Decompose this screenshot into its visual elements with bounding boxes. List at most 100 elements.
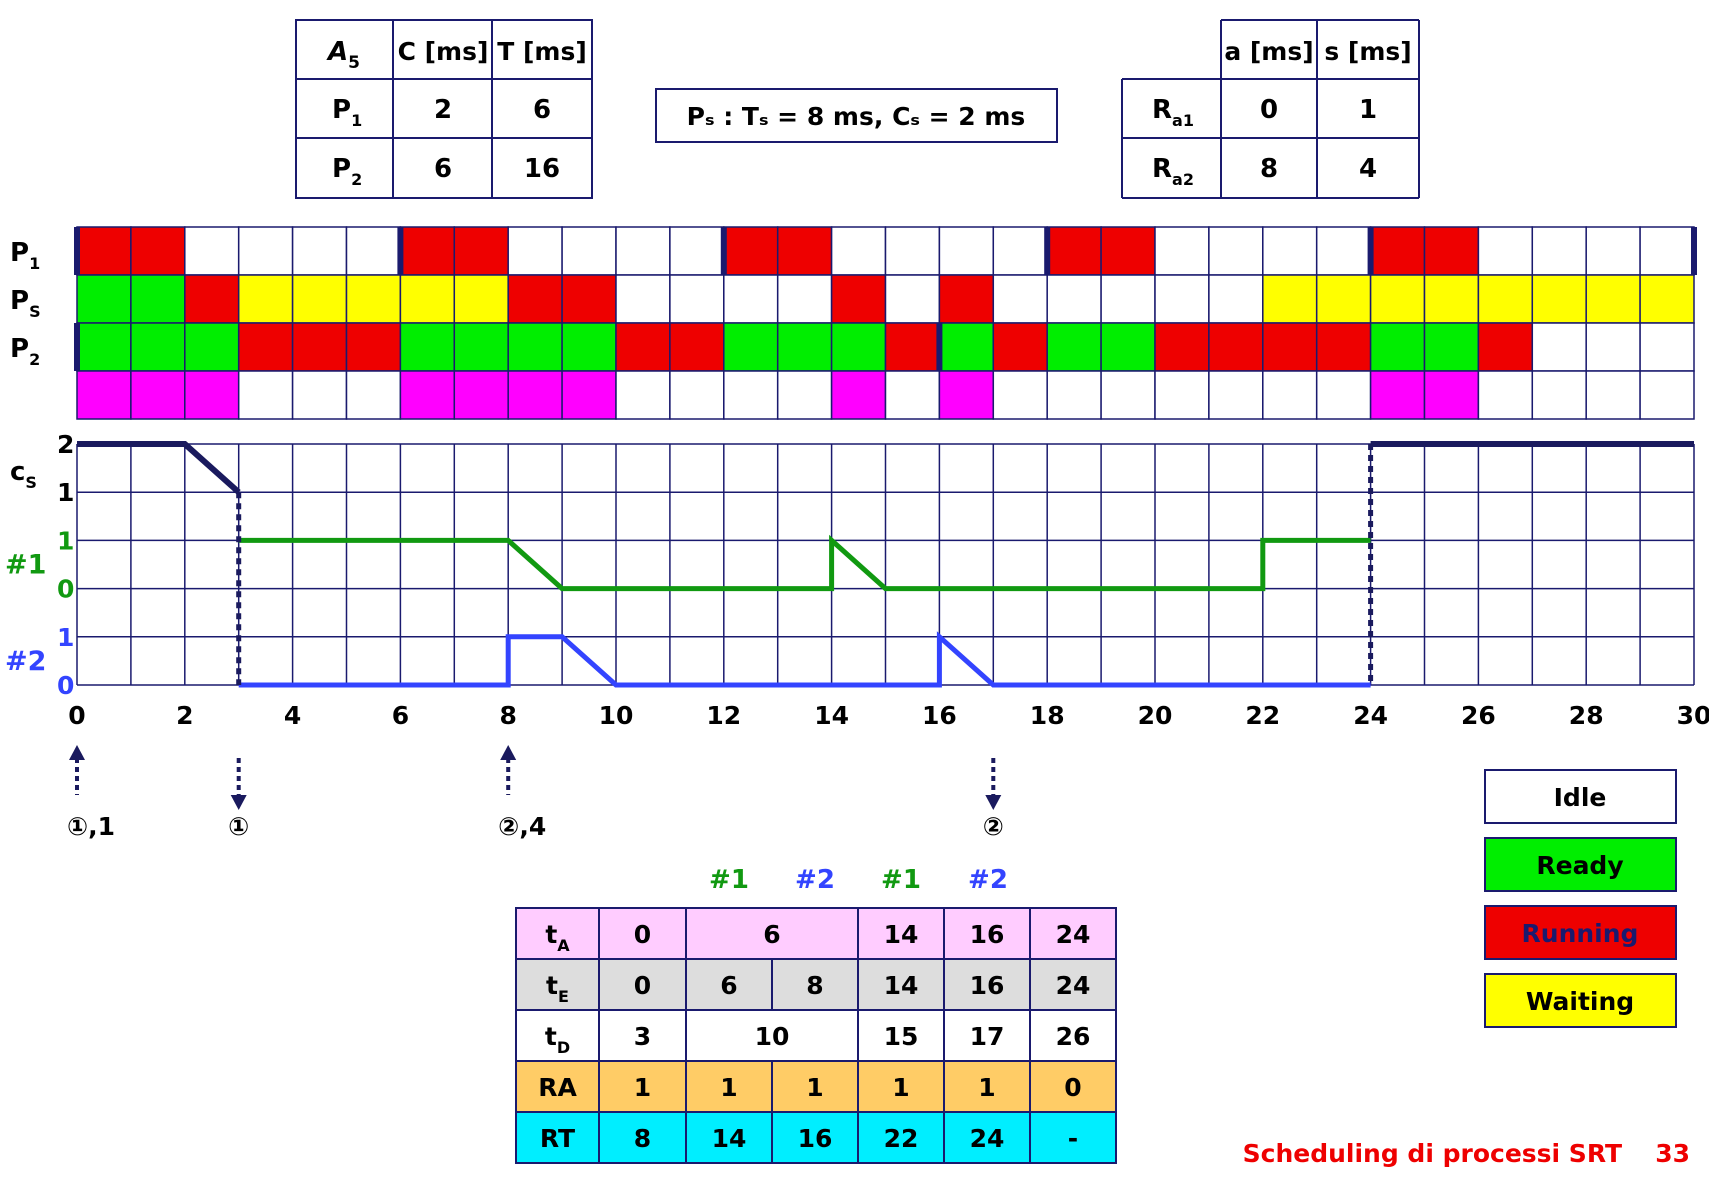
gantt-cell-row2-t16 [938, 274, 995, 324]
gantt-cell-row4-t26 [1477, 370, 1534, 420]
x-tick-28: 28 [1569, 701, 1604, 730]
results-cell: 6 [763, 920, 780, 949]
cs-tick-1: 1 [57, 478, 74, 507]
results-cell: 24 [970, 1124, 1005, 1153]
gantt-cell-row4-t16 [938, 370, 995, 420]
legend-ready-label: Ready [1536, 851, 1623, 880]
col-head-1: #1 [709, 865, 749, 895]
gantt-cell-row2-t5 [345, 274, 402, 324]
gantt-labels: P1 PS P2 [10, 238, 41, 369]
results-cell: 0 [1064, 1073, 1081, 1102]
gantt-cell-row4-t12 [723, 370, 779, 420]
gantt-cell-row4-t2 [184, 370, 240, 420]
x-tick-2: 2 [176, 701, 193, 730]
gantt-cell-row2-t1 [130, 274, 186, 324]
budget-labels: cS 2 1 #1 1 0 #2 1 0 [5, 430, 74, 700]
results-cell: 26 [1056, 1022, 1091, 1051]
arrow-label: ②,4 [498, 812, 546, 841]
gantt-cell-row4-t15 [884, 370, 941, 420]
gantt-cell-row1-t17 [992, 226, 1048, 276]
gantt-cell-row4-t25 [1423, 370, 1480, 420]
results-row-bg [516, 1112, 1116, 1163]
event-arrows: ①,1 ① ②,4 ② [67, 745, 1004, 841]
gantt-cell-row3-t20 [1154, 322, 1210, 372]
line2-tick-1: 1 [57, 623, 74, 652]
x-tick-26: 26 [1461, 701, 1496, 730]
a5-row1-name: P1 [332, 95, 362, 130]
gantt-cell-row3-t4 [291, 322, 348, 372]
gantt-cell-row4-t22 [1262, 370, 1318, 420]
gantt-cell-row4-t24 [1369, 370, 1426, 420]
results-cell: 6 [720, 971, 737, 1000]
gantt-cell-row3-t10 [615, 322, 671, 372]
gantt-cell-row2-t18 [1046, 274, 1102, 324]
gantt-cell-row1-t10 [615, 226, 671, 276]
results-cell: 3 [634, 1022, 651, 1051]
gantt-cell-row3-t25 [1423, 322, 1480, 372]
gantt-cell-row4-t17 [992, 370, 1048, 420]
activation-mark [74, 227, 80, 275]
gantt-cell-row1-t0 [76, 226, 132, 276]
a5-row1-t: 6 [533, 95, 551, 125]
r-row1-s: 1 [1359, 95, 1377, 125]
gantt-cell-row3-t28 [1585, 322, 1641, 372]
legend-running-box [1484, 905, 1677, 960]
gantt-cell-row2-t10 [615, 274, 671, 324]
x-tick-24: 24 [1353, 701, 1388, 730]
line1-label: #1 [5, 550, 46, 581]
gantt-cell-row3-t24 [1369, 322, 1426, 372]
gantt-cell-row1-t18 [1046, 226, 1102, 276]
results-border [515, 907, 1117, 1164]
results-cell: - [1068, 1124, 1078, 1153]
x-tick-12: 12 [706, 701, 741, 730]
gantt-cell-row3-t27 [1531, 322, 1587, 372]
arrow-down-icon [230, 795, 247, 810]
col-head-4: #2 [968, 865, 1008, 895]
footer-page: 33 [1655, 1139, 1690, 1168]
x-tick-16: 16 [922, 701, 957, 730]
gantt-cell-row3-t18 [1046, 322, 1102, 372]
gantt-cell-row4-t7 [453, 370, 509, 420]
gantt-cell-row4-t6 [399, 370, 456, 420]
gantt-cell-row4-t8 [507, 370, 563, 420]
gantt-cell-row2-t15 [884, 274, 941, 324]
activation-mark [936, 323, 943, 371]
legend-waiting-label: Waiting [1526, 987, 1634, 1016]
gantt-cell-row1-t24 [1369, 226, 1426, 276]
results-cell: 16 [970, 920, 1005, 949]
results-cell: 14 [884, 971, 919, 1000]
a5-header-a: A5 [326, 37, 360, 73]
gantt-cell-row2-t29 [1639, 274, 1695, 324]
results-row-label-5: RT [540, 1124, 575, 1153]
gantt-cell-row2-t6 [399, 274, 456, 324]
gantt-cell-row3-t6 [399, 322, 456, 372]
gantt-cell-row3-t0 [76, 322, 132, 372]
gantt-cell-row3-t23 [1315, 322, 1372, 372]
results-row-bg [516, 1010, 1116, 1061]
gantt-cell-row1-t28 [1585, 226, 1641, 276]
gantt-cell-row2-t21 [1208, 274, 1264, 324]
time-axis: 0 2 4 6 8 10 12 14 16 18 20 22 24 26 28 30 [68, 701, 1709, 730]
gantt-cell-row2-t3 [237, 274, 294, 324]
budget-lines [77, 441, 1694, 688]
table-r [1121, 19, 1420, 199]
gantt-cell-row2-t13 [776, 274, 833, 324]
event-arrow-3: ②,4 [498, 745, 546, 841]
request1-line [238, 534, 1371, 592]
gantt-cell-row3-t11 [669, 322, 725, 372]
legend-running-label: Running [1522, 919, 1639, 948]
gantt-cell-row2-t14 [830, 274, 887, 324]
x-tick-8: 8 [499, 701, 516, 730]
gantt-cell-row1-t11 [669, 226, 725, 276]
results-cell: 1 [978, 1073, 995, 1102]
gantt-row-label-3: P2 [10, 334, 40, 369]
gantt-cell-row1-t26 [1477, 226, 1534, 276]
results-cell: 24 [1056, 920, 1091, 949]
results-row-label-3: tD [545, 1022, 570, 1057]
gantt-cell-row4-t19 [1100, 370, 1156, 420]
gantt-cell-row4-t14 [830, 370, 887, 420]
table-a5 [295, 19, 593, 199]
x-tick-22: 22 [1245, 701, 1280, 730]
x-tick-6: 6 [392, 701, 409, 730]
